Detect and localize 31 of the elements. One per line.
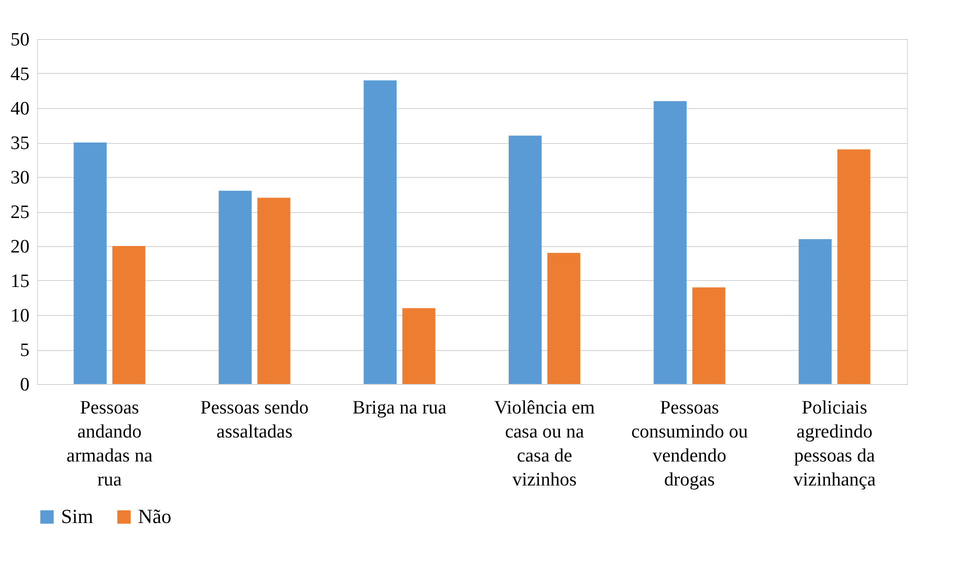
y-tick-label: 20 bbox=[10, 236, 30, 258]
x-tick-label: Pessoas consumindo ou vendendo drogas bbox=[631, 398, 748, 490]
bar bbox=[837, 149, 870, 384]
y-tick-label: 50 bbox=[10, 30, 30, 50]
bar bbox=[364, 80, 397, 384]
y-tick-label: 10 bbox=[10, 306, 30, 326]
x-tick-label: Pessoas andando armadas na rua bbox=[66, 398, 154, 490]
bar bbox=[508, 136, 542, 384]
bar bbox=[798, 239, 832, 384]
legend-label: Não bbox=[138, 506, 172, 528]
legend-label: Sim bbox=[61, 506, 94, 528]
bar bbox=[218, 190, 252, 384]
y-tick-label: 15 bbox=[10, 271, 30, 292]
bar bbox=[112, 246, 146, 384]
y-tick-label: 30 bbox=[10, 168, 30, 188]
bar bbox=[257, 198, 290, 384]
x-tick-label: Briga na rua bbox=[352, 398, 448, 418]
y-tick-label: 40 bbox=[10, 98, 30, 120]
y-tick-label: 0 bbox=[20, 374, 30, 396]
x-tick-label: Violência em casa ou na casa de vizinhos bbox=[494, 398, 596, 490]
bar bbox=[547, 252, 580, 384]
bar bbox=[74, 142, 107, 384]
y-tick-label: 25 bbox=[10, 202, 30, 223]
x-tick-label: Policiais agredindo pessoas da vizinhança bbox=[793, 398, 876, 490]
y-tick-label: 35 bbox=[10, 133, 30, 154]
x-tick-label: Pessoas sendo assaltadas bbox=[200, 398, 309, 442]
bar bbox=[402, 308, 436, 384]
bar bbox=[692, 287, 726, 384]
y-tick-label: 45 bbox=[10, 64, 30, 85]
bar bbox=[654, 101, 687, 384]
y-tick-label: 5 bbox=[20, 340, 30, 361]
